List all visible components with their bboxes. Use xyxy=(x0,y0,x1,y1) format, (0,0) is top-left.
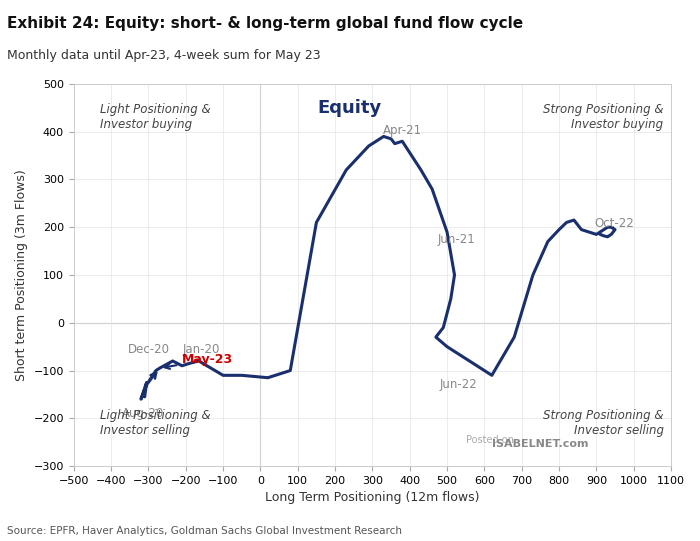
Text: Dec-20: Dec-20 xyxy=(127,342,169,355)
Text: Light Positioning &
Investor selling: Light Positioning & Investor selling xyxy=(100,410,211,438)
Text: Equity: Equity xyxy=(318,99,382,117)
Text: Light Positioning &
Investor buying: Light Positioning & Investor buying xyxy=(100,103,211,131)
Text: Strong Positioning &
Investor selling: Strong Positioning & Investor selling xyxy=(543,410,664,438)
Text: Monthly data until Apr-23, 4-week sum for May 23: Monthly data until Apr-23, 4-week sum fo… xyxy=(7,49,321,62)
Text: Apr-21: Apr-21 xyxy=(383,124,422,137)
Text: Source: EPFR, Haver Analytics, Goldman Sachs Global Investment Research: Source: EPFR, Haver Analytics, Goldman S… xyxy=(7,526,402,536)
Text: May-23: May-23 xyxy=(164,353,233,369)
Text: Aug-20: Aug-20 xyxy=(122,407,164,420)
Text: ISABELNET.com: ISABELNET.com xyxy=(492,439,589,450)
Text: Posted on: Posted on xyxy=(466,434,514,445)
Y-axis label: Short term Positioning (3m Flows): Short term Positioning (3m Flows) xyxy=(15,169,28,381)
Text: Jan-20: Jan-20 xyxy=(183,342,220,355)
Text: Exhibit 24: Equity: short- & long-term global fund flow cycle: Exhibit 24: Equity: short- & long-term g… xyxy=(7,16,523,31)
Text: Jun-21: Jun-21 xyxy=(438,233,475,246)
Text: Oct-22: Oct-22 xyxy=(594,217,634,230)
Text: Jun-22: Jun-22 xyxy=(440,378,477,391)
Text: Strong Positioning &
Investor buying: Strong Positioning & Investor buying xyxy=(543,103,664,131)
X-axis label: Long Term Positioning (12m flows): Long Term Positioning (12m flows) xyxy=(265,491,480,504)
